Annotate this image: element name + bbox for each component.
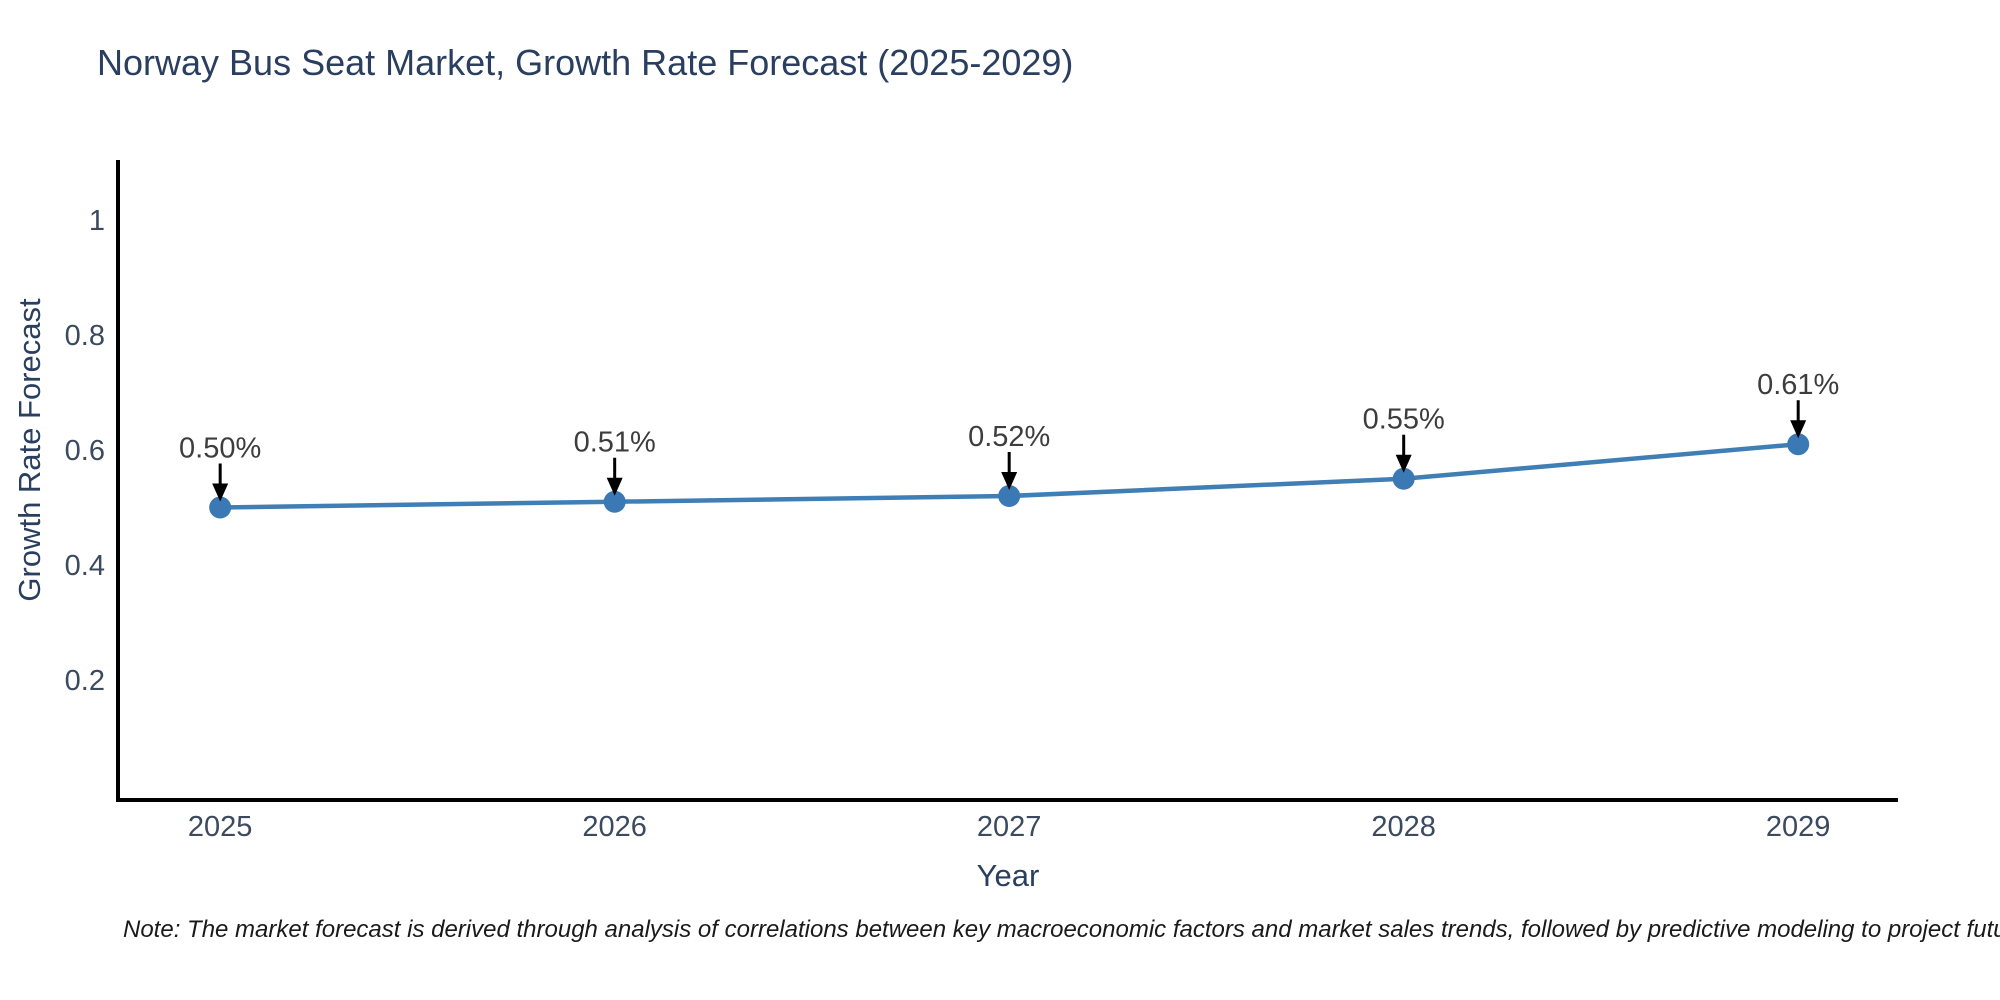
y-tick-label: 0.6	[65, 435, 105, 467]
y-tick-label: 1	[89, 205, 105, 237]
x-tick-label: 2028	[1371, 811, 1436, 843]
annotation-arrowhead-icon	[1790, 420, 1807, 439]
chart-title: Norway Bus Seat Market, Growth Rate Fore…	[97, 42, 1074, 83]
annotation-arrowhead-icon	[606, 477, 623, 496]
footnote: Note: The market forecast is derived thr…	[123, 916, 2000, 943]
annotation-label: 0.50%	[179, 432, 261, 464]
x-tick-label: 2027	[977, 811, 1042, 843]
annotation-label: 0.51%	[574, 427, 656, 459]
annotation-label: 0.55%	[1363, 404, 1445, 436]
annotation-label: 0.61%	[1757, 369, 1839, 401]
y-tick-label: 0.4	[65, 550, 105, 582]
annotation-arrowhead-icon	[212, 483, 229, 502]
data-point-marker[interactable]	[1392, 467, 1415, 490]
annotation-arrowhead-icon	[1395, 454, 1412, 473]
x-tick-label: 2029	[1766, 811, 1831, 843]
data-point-marker[interactable]	[603, 490, 626, 513]
y-tick-label: 0.8	[65, 320, 105, 352]
x-axis-title: Year	[976, 858, 1040, 893]
x-tick-label: 2025	[188, 811, 253, 843]
data-point-marker[interactable]	[1787, 433, 1810, 456]
annotation-arrowhead-icon	[1001, 471, 1018, 490]
annotation-label: 0.52%	[968, 421, 1050, 453]
y-tick-label: 0.2	[65, 665, 105, 697]
x-tick-label: 2026	[582, 811, 647, 843]
data-point-marker[interactable]	[209, 496, 232, 519]
data-point-marker[interactable]	[998, 484, 1021, 507]
